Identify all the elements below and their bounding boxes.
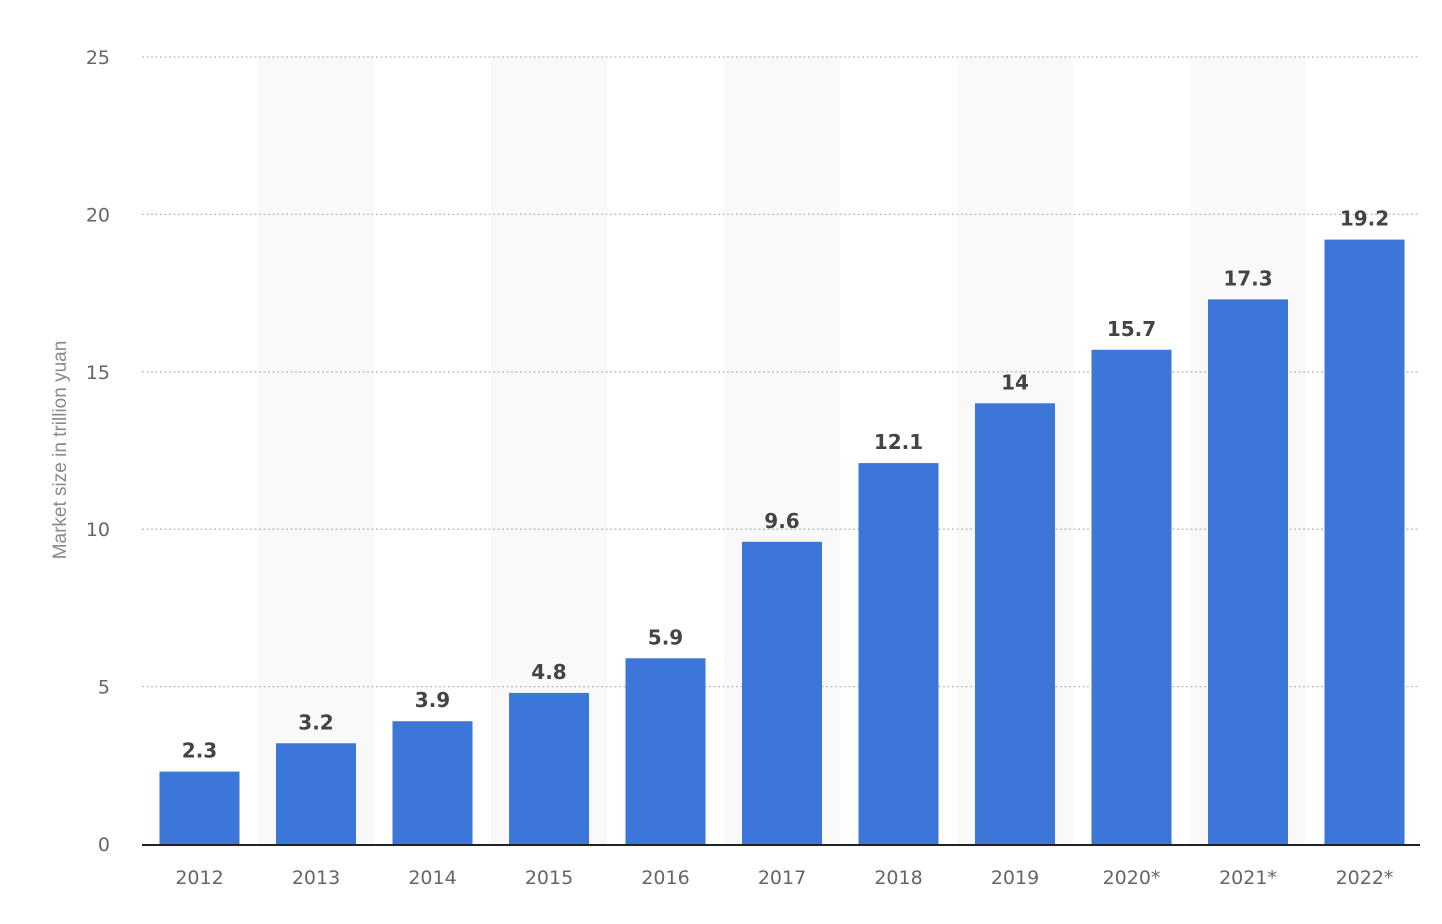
y-tick-label: 25 — [86, 47, 110, 69]
column-band — [258, 57, 374, 844]
y-axis-ticks: 0 5 10 15 20 25 — [86, 47, 110, 856]
bar-value-label: 9.6 — [764, 509, 799, 533]
bar-value-label: 4.8 — [531, 660, 566, 684]
bar[interactable] — [276, 743, 356, 844]
bar-value-label: 2.3 — [182, 739, 217, 763]
y-tick-label: 5 — [98, 677, 110, 699]
x-tick-label: 2017 — [758, 867, 806, 889]
bar[interactable] — [742, 541, 822, 844]
y-axis-title: Market size in trillion yuan — [50, 341, 71, 560]
bar-value-label: 15.7 — [1107, 317, 1156, 341]
bar-value-label: 12.1 — [874, 430, 923, 454]
x-tick-label: 2022* — [1336, 867, 1394, 889]
bar[interactable] — [1208, 299, 1288, 844]
bar[interactable] — [509, 692, 589, 844]
bar[interactable] — [392, 721, 473, 844]
bar-value-label: 17.3 — [1223, 266, 1272, 290]
data-labels: 2.3 3.2 3.9 4.8 5.9 9.6 12.1 14 15.7 17.3 19.2 — [182, 207, 1389, 763]
bar-value-label: 3.2 — [298, 710, 333, 734]
x-tick-label: 2019 — [991, 867, 1039, 889]
x-tick-label: 2018 — [874, 867, 922, 889]
x-axis-ticks: 2012 2013 2014 2015 2016 2017 2018 2019 2020* 202… — [175, 867, 1393, 889]
x-tick-label: 2014 — [408, 867, 456, 889]
bar[interactable] — [858, 463, 939, 844]
x-tick-label: 2012 — [175, 867, 223, 889]
y-tick-label: 15 — [86, 362, 110, 384]
y-tick-label: 0 — [98, 834, 110, 856]
bar[interactable] — [975, 403, 1055, 844]
y-tick-label: 10 — [86, 519, 110, 541]
bar-value-label: 3.9 — [415, 688, 450, 712]
y-tick-label: 20 — [86, 204, 110, 226]
x-tick-label: 2013 — [292, 867, 340, 889]
x-tick-label: 2021* — [1219, 867, 1277, 889]
x-tick-label: 2015 — [525, 867, 573, 889]
bar[interactable] — [1324, 239, 1405, 845]
bar-value-label: 19.2 — [1340, 207, 1389, 231]
bar[interactable] — [159, 771, 240, 844]
bar[interactable] — [625, 658, 706, 844]
bar-value-label: 14 — [1001, 370, 1029, 394]
bar[interactable] — [1091, 349, 1172, 844]
bar-value-label: 5.9 — [648, 625, 683, 649]
x-tick-label: 2020* — [1103, 867, 1161, 889]
bars — [159, 239, 1405, 845]
x-tick-label: 2016 — [641, 867, 689, 889]
